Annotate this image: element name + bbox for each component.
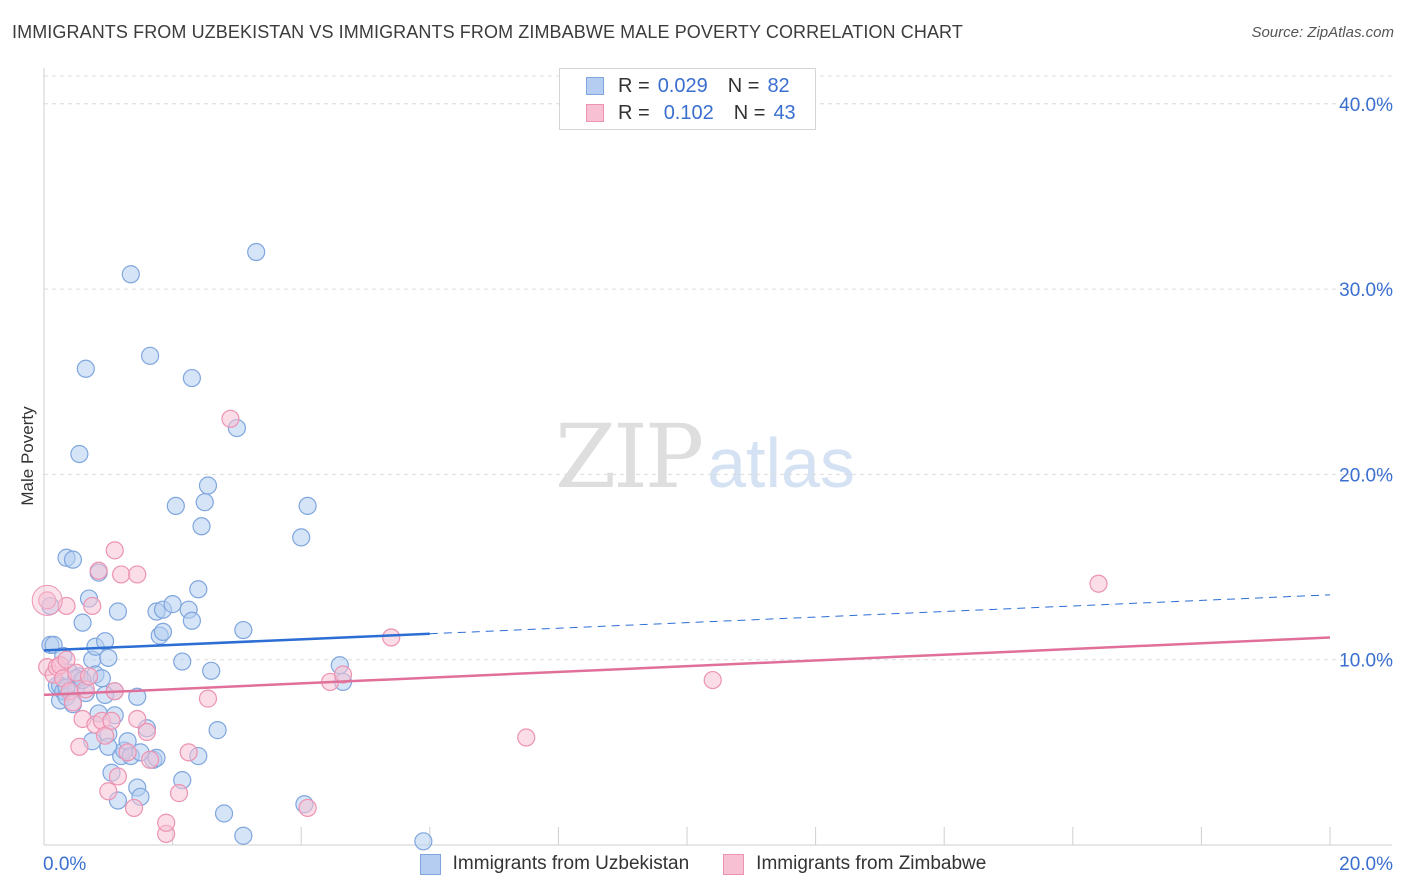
uzbekistan-trend-line: [43, 632, 430, 652]
zimbabwe-point: [83, 596, 102, 616]
legend-r-label: R =: [618, 74, 650, 97]
uzbekistan-point: [163, 595, 182, 614]
uzbekistan-point: [121, 265, 140, 284]
zimbabwe-point: [703, 670, 722, 690]
legend-n-label: N =: [727, 74, 760, 97]
series-legend-zimbabwe[interactable]: Immigrants from Zimbabwe: [723, 853, 986, 875]
uzbekistan-point: [128, 687, 147, 706]
uzbekistan-trend-extension: [429, 594, 1331, 635]
watermark-atlas: atlas: [707, 424, 855, 502]
x-tick-label: 0.0%: [43, 854, 86, 875]
uzbekistan-point: [153, 622, 173, 642]
x-tick-label: 20.0%: [1339, 854, 1393, 875]
uzbekistan-point: [208, 721, 227, 740]
uzbekistan-point: [99, 648, 118, 667]
uzbekistan-point: [140, 346, 160, 365]
y-tick-label: 10.0%: [1339, 651, 1393, 672]
series-label-uzbekistan: Immigrants from Uzbekistan: [452, 853, 690, 874]
zimbabwe-point: [118, 743, 137, 762]
zimbabwe-point: [221, 409, 240, 428]
uzbekistan-point: [173, 652, 192, 671]
y-axis-label: Male Poverty: [18, 406, 37, 506]
legend-n-value-zimbabwe: 43: [773, 101, 796, 124]
legend-n-value-uzbekistan: 82: [767, 74, 790, 97]
uzbekistan-point: [70, 444, 89, 464]
legend-n-label: N =: [733, 101, 766, 124]
legend-r-label: R =: [618, 101, 650, 124]
legend-row-uzbekistan: R = 0.029 N = 82: [586, 73, 798, 99]
uzbekistan-point: [214, 804, 234, 823]
watermark-zip: ZIP: [555, 405, 704, 508]
uzbekistan-point: [182, 611, 201, 630]
uzbekistan-point: [202, 661, 221, 680]
uzbekistan-point: [195, 493, 214, 512]
series-swatch-zimbabwe: [723, 853, 745, 875]
y-tick-label: 30.0%: [1339, 280, 1393, 301]
zimbabwe-point: [99, 782, 118, 801]
zimbabwe-point: [157, 813, 176, 832]
zimbabwe-point: [38, 591, 57, 610]
zimbabwe-point: [108, 767, 128, 786]
zimbabwe-point: [124, 798, 144, 818]
y-tick-label: 40.0%: [1339, 95, 1393, 116]
uzbekistan-point: [63, 550, 83, 569]
uzbekistan-point: [298, 496, 317, 515]
legend-swatch-zimbabwe: [586, 104, 604, 122]
legend-swatch-uzbekistan: [586, 77, 604, 95]
chart-title: IMMIGRANTS FROM UZBEKISTAN VS IMMIGRANTS…: [12, 22, 963, 42]
zimbabwe-point: [63, 693, 83, 712]
source-label: Source: ZipAtlas.com: [1251, 24, 1394, 41]
series-label-zimbabwe: Immigrants from Zimbabwe: [756, 853, 987, 874]
uzbekistan-point: [189, 580, 208, 599]
uzbekistan-point: [76, 359, 95, 378]
watermark: ZIPatlas: [555, 405, 855, 508]
zimbabwe-trend-line: [43, 636, 1331, 697]
zimbabwe-point: [169, 784, 189, 803]
zimbabwe-point: [179, 743, 198, 762]
zimbabwe-point: [1089, 574, 1108, 593]
y-tick-label: 20.0%: [1339, 465, 1393, 486]
zimbabwe-point: [137, 722, 156, 742]
uzbekistan-point: [166, 496, 185, 515]
zimbabwe-point: [105, 541, 124, 560]
uzbekistan-point: [292, 528, 311, 547]
zimbabwe-point: [298, 798, 317, 818]
zimbabwe-point-large: [31, 584, 63, 616]
zimbabwe-point: [128, 565, 147, 584]
uzbekistan-point: [234, 826, 253, 845]
legend-r-value-zimbabwe: 0.102: [663, 101, 714, 124]
series-swatch-uzbekistan: [419, 853, 441, 875]
legend-r-value-uzbekistan: 0.029: [657, 74, 708, 97]
series-legend-uzbekistan[interactable]: Immigrants from Uzbekistan: [419, 853, 690, 875]
uzbekistan-point: [182, 368, 201, 388]
uzbekistan-point: [198, 476, 218, 495]
zimbabwe-point: [70, 737, 89, 756]
zimbabwe-point: [333, 665, 353, 684]
legend-row-zimbabwe: R = 0.102 N = 43: [586, 100, 804, 126]
zimbabwe-point: [140, 750, 160, 769]
uzbekistan-point: [192, 517, 211, 536]
zimbabwe-point: [79, 667, 99, 686]
uzbekistan-point: [247, 242, 266, 262]
uzbekistan-point: [414, 832, 433, 851]
correlation-legend: R = 0.029 N = 82 R = 0.102 N = 43: [559, 68, 816, 130]
zimbabwe-point: [57, 650, 76, 669]
zimbabwe-point: [198, 689, 218, 708]
uzbekistan-point: [108, 602, 128, 621]
uzbekistan-point: [234, 620, 253, 640]
zimbabwe-point: [517, 728, 536, 747]
zimbabwe-point: [89, 561, 108, 580]
uzbekistan-point: [73, 613, 92, 632]
zimbabwe-point: [128, 709, 147, 729]
zimbabwe-point: [382, 628, 401, 647]
zimbabwe-point: [102, 711, 121, 730]
zimbabwe-point: [112, 565, 131, 584]
series-legend: Immigrants from Uzbekistan Immigrants fr…: [0, 850, 1406, 878]
